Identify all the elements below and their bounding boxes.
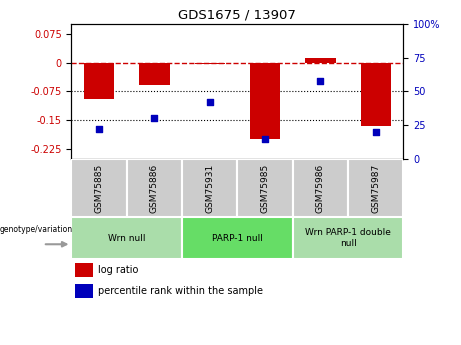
Bar: [305, 58, 336, 62]
Text: GSM75985: GSM75985: [260, 164, 270, 213]
Bar: [139, 62, 170, 85]
Text: GSM75931: GSM75931: [205, 164, 214, 213]
Text: Wrn PARP-1 double
null: Wrn PARP-1 double null: [305, 228, 391, 248]
Text: GSM75885: GSM75885: [95, 164, 104, 213]
Bar: [127, 159, 182, 217]
Text: Wrn null: Wrn null: [108, 234, 146, 243]
Bar: [75, 284, 93, 298]
Title: GDS1675 / 13907: GDS1675 / 13907: [178, 9, 296, 22]
Bar: [348, 159, 403, 217]
Text: log ratio: log ratio: [98, 265, 138, 275]
Bar: [237, 159, 293, 217]
Text: GSM75987: GSM75987: [371, 164, 380, 213]
Bar: [71, 159, 127, 217]
Bar: [84, 62, 114, 99]
Bar: [250, 62, 280, 139]
Bar: [75, 263, 93, 277]
Bar: [293, 217, 403, 259]
Text: genotype/variation: genotype/variation: [0, 225, 72, 234]
Text: PARP-1 null: PARP-1 null: [212, 234, 263, 243]
Text: GSM75886: GSM75886: [150, 164, 159, 213]
Point: [206, 99, 213, 105]
Bar: [182, 217, 293, 259]
Point: [317, 78, 324, 83]
Point: [261, 136, 269, 141]
Text: GSM75986: GSM75986: [316, 164, 325, 213]
Bar: [293, 159, 348, 217]
Point: [372, 129, 379, 135]
Bar: [71, 217, 182, 259]
Bar: [182, 159, 237, 217]
Text: percentile rank within the sample: percentile rank within the sample: [98, 286, 263, 296]
Bar: [195, 62, 225, 64]
Bar: [361, 62, 391, 126]
Point: [95, 126, 103, 132]
Point: [151, 116, 158, 121]
